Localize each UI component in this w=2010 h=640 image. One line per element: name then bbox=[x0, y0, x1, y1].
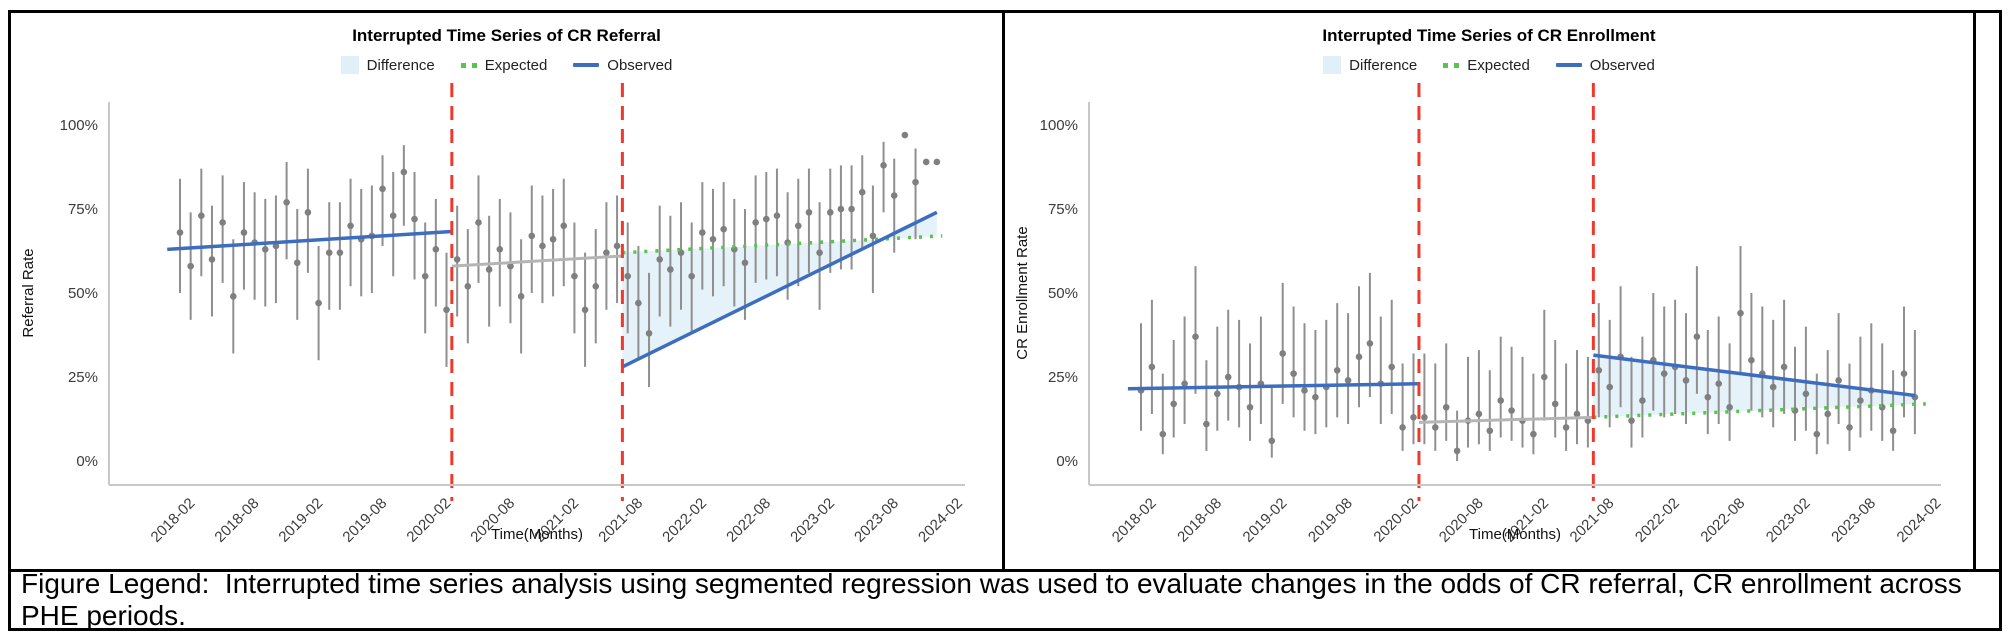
legend-expected-label: Expected bbox=[484, 56, 548, 74]
svg-text:75%: 75% bbox=[1048, 201, 1078, 218]
svg-text:CR Enrollment Rate: CR Enrollment Rate bbox=[1014, 226, 1031, 359]
difference-swatch-icon bbox=[1323, 56, 1342, 74]
legend-item-expected: Expected bbox=[1443, 57, 1530, 74]
difference-swatch-icon bbox=[340, 56, 359, 74]
legend-item-difference: Difference bbox=[1323, 56, 1417, 74]
legend-observed-label: Observed bbox=[607, 56, 673, 74]
svg-text:2018-08: 2018-08 bbox=[1174, 495, 1225, 546]
legend-observed-label: Observed bbox=[1589, 56, 1655, 74]
svg-text:25%: 25% bbox=[68, 369, 98, 386]
svg-text:2022-02: 2022-02 bbox=[659, 495, 710, 546]
svg-text:2021-08: 2021-08 bbox=[595, 495, 646, 546]
svg-text:2019-02: 2019-02 bbox=[1240, 495, 1291, 546]
svg-text:Time(Months): Time(Months) bbox=[1469, 526, 1561, 543]
svg-text:100%: 100% bbox=[1040, 117, 1078, 134]
svg-text:2019-08: 2019-08 bbox=[339, 495, 390, 546]
enrollment-legend: Difference Expected Observed bbox=[1005, 55, 1973, 75]
legend-item-difference: Difference bbox=[340, 56, 435, 74]
svg-text:2024-02: 2024-02 bbox=[915, 495, 966, 546]
svg-text:2023-02: 2023-02 bbox=[787, 495, 838, 546]
enrollment-chart-title: Interrupted Time Series of CR Enrollment bbox=[1322, 26, 1656, 45]
svg-text:2020-02: 2020-02 bbox=[1370, 495, 1421, 546]
legend-expected-label: Expected bbox=[1467, 56, 1530, 74]
svg-text:2023-08: 2023-08 bbox=[851, 495, 902, 546]
svg-text:75%: 75% bbox=[68, 201, 98, 218]
svg-text:50%: 50% bbox=[1048, 285, 1078, 302]
referral-chart-plot: 0% 25% 50% 75% 100% 2018-02 2018-08 2019-02 2019… bbox=[20, 83, 966, 546]
enrollment-chart-plot: 0% 25% 50% 75% 100% 2018-02 2018-08 2019-02 2019… bbox=[1014, 83, 1945, 546]
figure-container: Interrupted Time Series of CR Referral D… bbox=[8, 10, 2002, 631]
referral-chart-panel: Interrupted Time Series of CR Referral D… bbox=[11, 13, 1002, 569]
svg-text:2021-08: 2021-08 bbox=[1567, 495, 1618, 546]
referral-legend: Difference Expected Observed bbox=[11, 55, 1002, 75]
svg-text:2024-02: 2024-02 bbox=[1894, 495, 1945, 546]
observed-swatch-icon bbox=[1555, 63, 1582, 67]
enrollment-chart-panel: Interrupted Time Series of CR Enrollment… bbox=[1002, 13, 1976, 569]
chart-panels-row: Interrupted Time Series of CR Referral D… bbox=[11, 13, 1999, 569]
svg-text:2020-02: 2020-02 bbox=[403, 495, 454, 546]
svg-text:25%: 25% bbox=[1048, 369, 1078, 386]
svg-text:0%: 0% bbox=[76, 453, 98, 470]
legend-item-expected: Expected bbox=[460, 56, 548, 74]
svg-text:2023-02: 2023-02 bbox=[1763, 495, 1814, 546]
referral-chart-title: Interrupted Time Series of CR Referral bbox=[352, 26, 661, 45]
legend-item-observed: Observed bbox=[1555, 56, 1655, 74]
svg-text:2019-08: 2019-08 bbox=[1305, 495, 1356, 546]
figure-legend-caption: Figure Legend: Interrupted time series a… bbox=[11, 568, 1999, 631]
expected-swatch-icon bbox=[460, 62, 477, 68]
svg-text:2018-02: 2018-02 bbox=[148, 495, 199, 546]
legend-difference-label: Difference bbox=[366, 56, 435, 74]
expected-swatch-icon bbox=[1443, 62, 1460, 68]
legend-difference-label: Difference bbox=[1349, 56, 1418, 74]
svg-text:100%: 100% bbox=[60, 117, 98, 134]
svg-text:2022-02: 2022-02 bbox=[1632, 495, 1683, 546]
svg-text:Time(Months): Time(Months) bbox=[491, 526, 583, 543]
svg-text:2023-08: 2023-08 bbox=[1828, 495, 1879, 546]
svg-text:0%: 0% bbox=[1056, 453, 1078, 470]
svg-text:Referral Rate: Referral Rate bbox=[20, 248, 37, 337]
svg-text:2022-08: 2022-08 bbox=[1697, 495, 1748, 546]
svg-text:2022-08: 2022-08 bbox=[723, 495, 774, 546]
observed-swatch-icon bbox=[573, 63, 600, 67]
panel-right-filler bbox=[1976, 13, 1999, 569]
svg-text:2018-02: 2018-02 bbox=[1109, 495, 1160, 546]
svg-text:2018-08: 2018-08 bbox=[211, 495, 262, 546]
legend-item-observed: Observed bbox=[573, 57, 672, 74]
svg-text:2019-02: 2019-02 bbox=[275, 495, 326, 546]
svg-text:50%: 50% bbox=[68, 285, 98, 302]
